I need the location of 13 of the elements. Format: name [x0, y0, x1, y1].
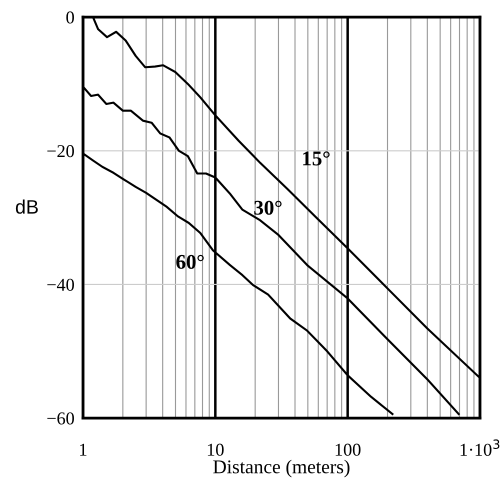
x-tick-label: 100 [336, 444, 361, 456]
series-label: 60° [176, 254, 204, 269]
y-axis-title: dB [16, 199, 38, 214]
y-tick-label: −20 [47, 145, 74, 158]
series-label: 15° [303, 151, 330, 166]
y-tick-label: −60 [47, 412, 74, 425]
y-tick-label: 0 [66, 11, 74, 24]
x-tick-label: 10 [208, 444, 224, 456]
x-tick-label: 1·10$^{3}$ [460, 439, 500, 456]
x-tick-label: 1 [80, 444, 86, 456]
series-label: 30° [254, 200, 282, 215]
x-axis-title: Distance (meters) [213, 460, 350, 478]
y-tick-label: −40 [47, 278, 74, 291]
